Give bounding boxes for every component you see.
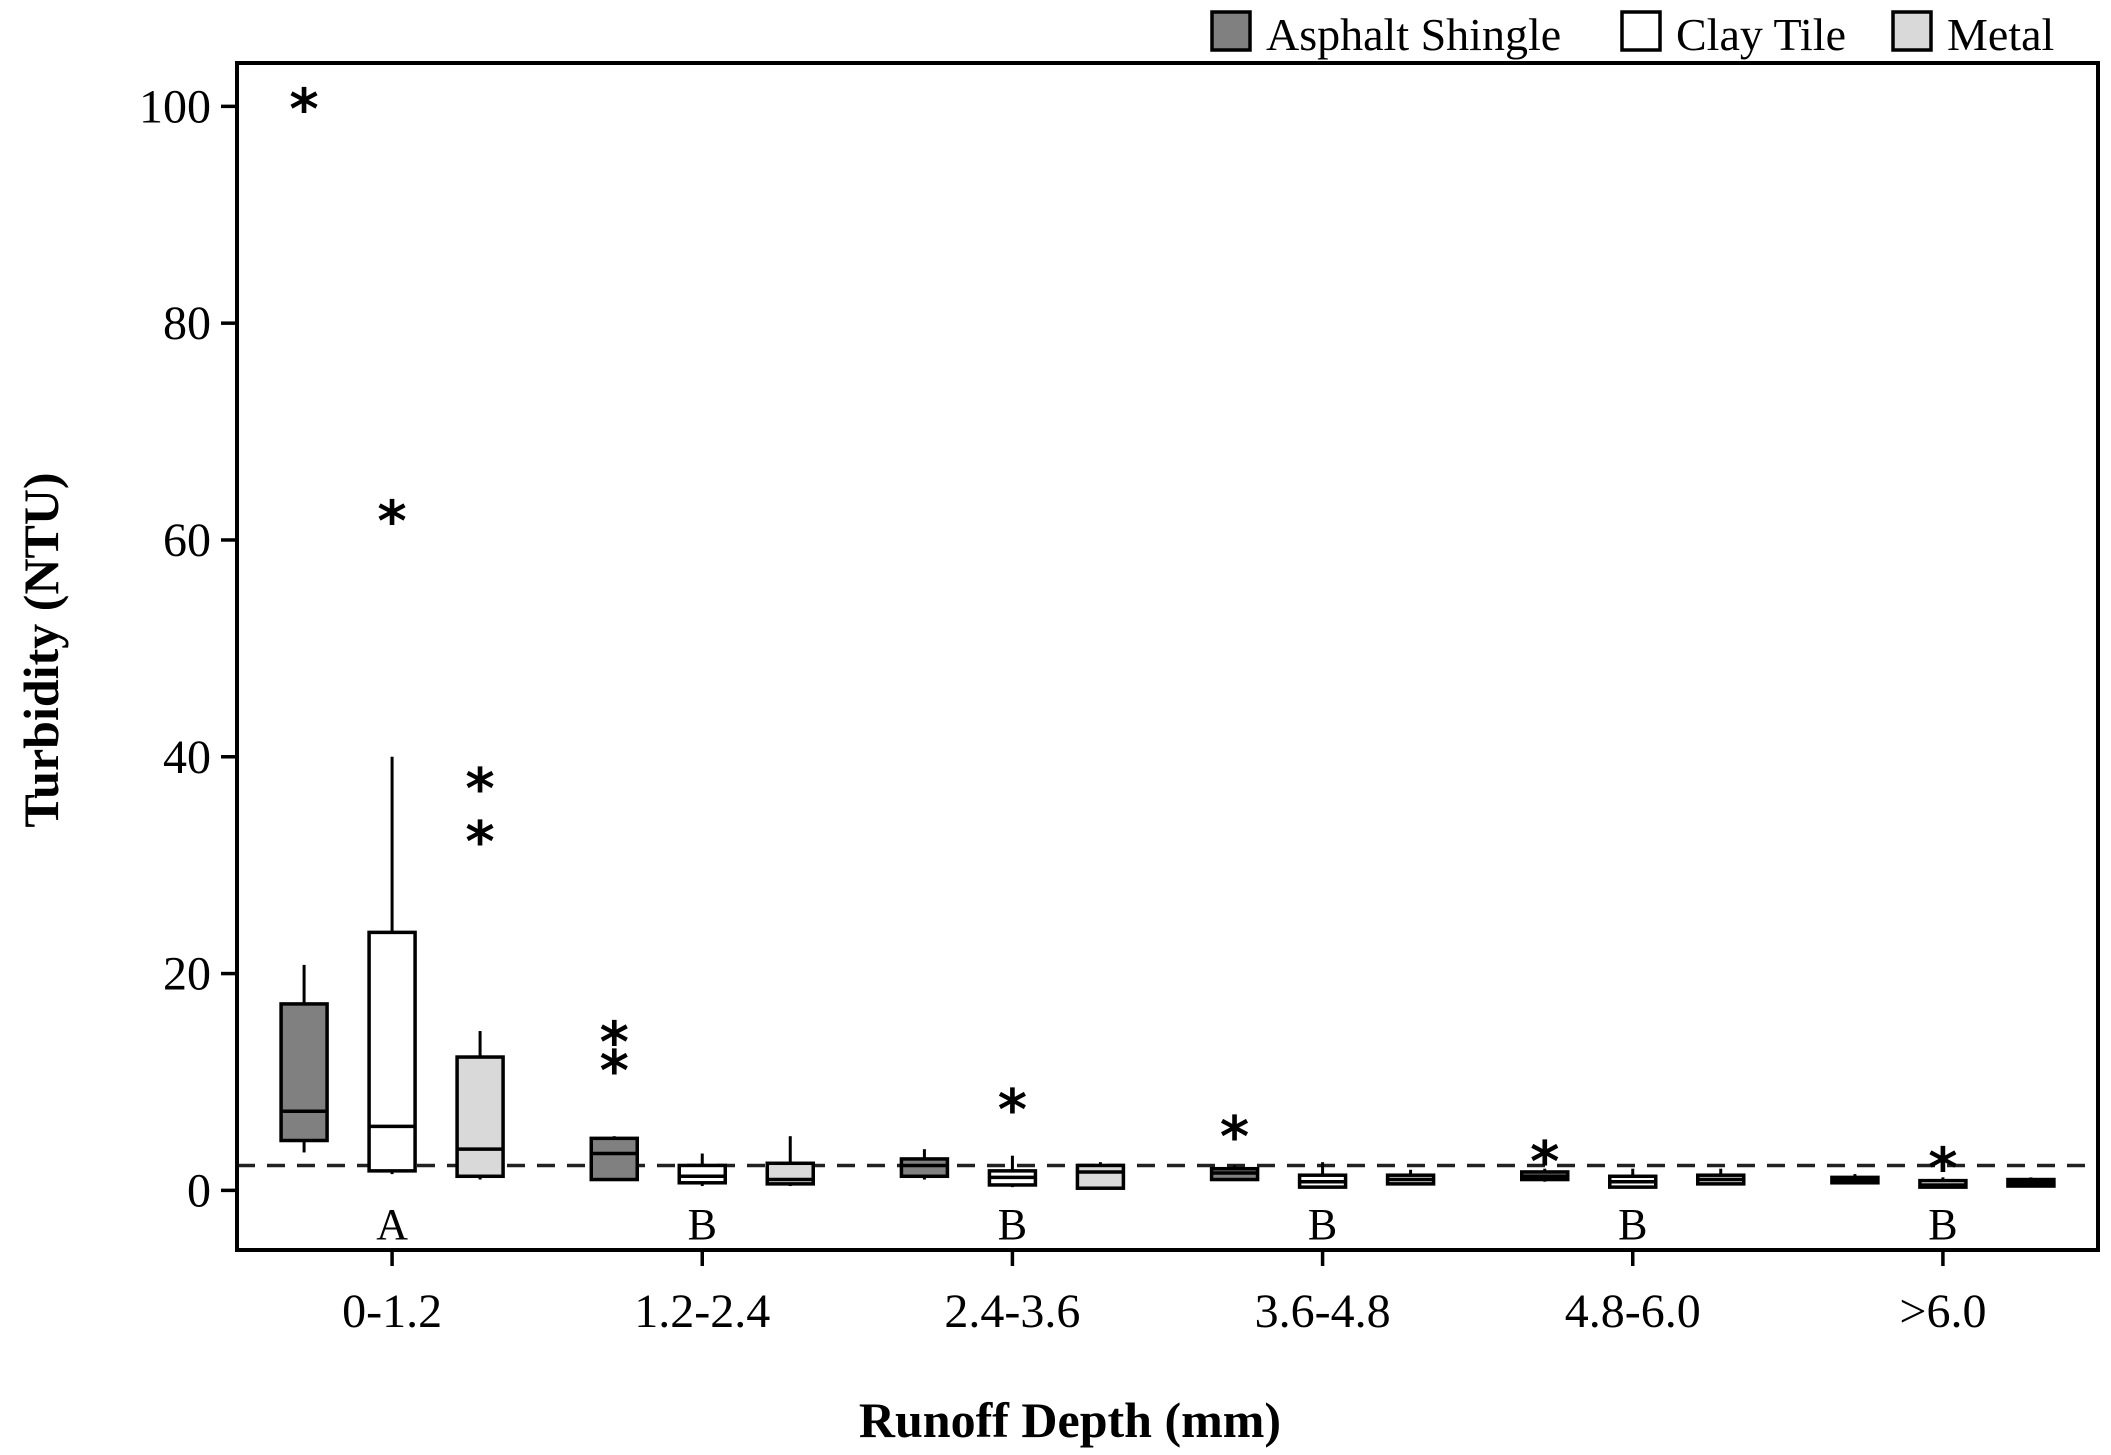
group-letter: B xyxy=(1308,1200,1337,1249)
outlier-marker: * xyxy=(1220,1105,1249,1170)
box-layer: **** ****** xyxy=(279,77,2056,1201)
box-2-4 xyxy=(1696,1168,1746,1186)
group-letter: B xyxy=(998,1200,1027,1249)
box-1-3 xyxy=(1297,1162,1348,1189)
x-tick-label: 1.2-2.4 xyxy=(634,1285,770,1338)
y-tick-label: 20 xyxy=(163,948,211,1001)
legend-item-0: Asphalt Shingle xyxy=(1210,9,1561,60)
x-tick-label: 2.4-3.6 xyxy=(944,1285,1080,1338)
legend-swatch xyxy=(1210,10,1252,52)
legend: Asphalt Shingle Clay Tile Metal xyxy=(1210,9,2054,60)
legend-label: Clay Tile xyxy=(1676,9,1846,60)
outlier-marker: * xyxy=(465,757,494,822)
box-1-1 xyxy=(677,1153,727,1187)
box-0-0: * xyxy=(279,77,329,1153)
box-2-3 xyxy=(1385,1169,1436,1186)
plot-frame xyxy=(235,61,2100,1252)
box-body xyxy=(279,1002,329,1143)
outlier-marker: * xyxy=(1928,1136,1957,1201)
outlier-marker: * xyxy=(289,77,318,142)
outlier-marker: * xyxy=(377,489,406,554)
box-2-5 xyxy=(2006,1177,2056,1188)
outlier-marker: * xyxy=(465,810,494,875)
box-0-3: * xyxy=(1209,1105,1260,1182)
x-tick-label: 3.6-4.8 xyxy=(1255,1285,1391,1338)
group-letter: B xyxy=(688,1200,717,1249)
legend-label: Metal xyxy=(1947,9,2054,60)
plot-frame-layer xyxy=(235,61,2100,1252)
box-1-0: * xyxy=(367,489,417,1175)
box-2-1 xyxy=(765,1136,815,1187)
outlier-marker: * xyxy=(1530,1130,1559,1195)
box-1-5: * xyxy=(1918,1136,1968,1201)
box-1-2: * xyxy=(987,1078,1038,1188)
y-tick-label: 40 xyxy=(163,731,211,784)
y-tick-label: 80 xyxy=(163,297,211,350)
legend-swatch xyxy=(1620,10,1662,52)
axes-layer: 0 20 40 60 80 100 0-1.2 A 1.2-2.4 B 2.4-3.6 B 3.6-4.… xyxy=(139,80,1986,1338)
box-0-1: ** xyxy=(589,1011,639,1182)
box-0-5 xyxy=(1830,1174,1880,1185)
group-letter: B xyxy=(1618,1200,1647,1249)
x-tick-label: 4.8-6.0 xyxy=(1565,1285,1701,1338)
box-2-2 xyxy=(1075,1162,1126,1190)
legend-item-2: Metal xyxy=(1891,9,2054,60)
box-body xyxy=(367,930,417,1173)
y-tick-label: 60 xyxy=(163,514,211,567)
outlier-marker: * xyxy=(600,1011,629,1076)
box-1-4 xyxy=(1608,1168,1658,1189)
box-2-0: ** xyxy=(455,757,505,1180)
y-axis-title: Turbidity (NTU) xyxy=(13,472,69,827)
group-letter: B xyxy=(1928,1200,1957,1249)
box-body xyxy=(899,1157,950,1179)
legend-label: Asphalt Shingle xyxy=(1266,9,1561,60)
box-body xyxy=(677,1163,727,1185)
x-tick-label: 0-1.2 xyxy=(342,1285,442,1338)
group-letter: A xyxy=(376,1200,408,1249)
x-tick-label: >6.0 xyxy=(1899,1285,1986,1338)
y-tick-label: 100 xyxy=(139,80,211,133)
legend-item-1: Clay Tile xyxy=(1620,9,1846,60)
box-body xyxy=(1075,1163,1126,1190)
box-body xyxy=(589,1136,639,1182)
x-axis-title: Runoff Depth (mm) xyxy=(859,1392,1281,1448)
y-tick-label: 0 xyxy=(187,1164,211,1217)
box-body xyxy=(455,1055,505,1179)
outlier-marker: * xyxy=(600,1039,629,1104)
box-0-4: * xyxy=(1520,1130,1570,1195)
legend-swatch xyxy=(1891,10,1933,52)
outlier-marker: * xyxy=(998,1078,1027,1143)
box-0-2 xyxy=(899,1149,950,1180)
